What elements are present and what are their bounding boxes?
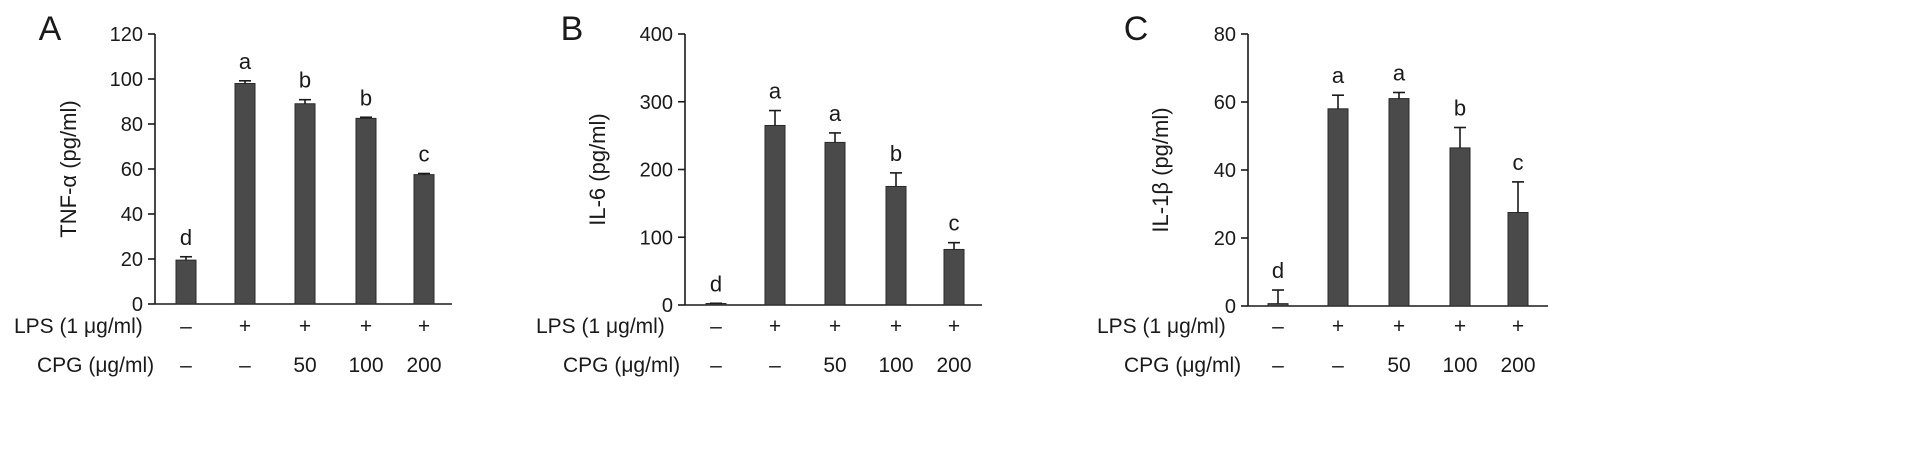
lps-row-label: LPS (1 μg/ml)	[14, 315, 143, 338]
significance-letter: c	[1513, 150, 1524, 175]
significance-letter: c	[419, 142, 430, 167]
y-tick-label: 100	[640, 227, 673, 249]
y-tick-label: 60	[121, 159, 143, 181]
lps-condition: +	[299, 315, 311, 338]
cpg-condition: –	[1272, 354, 1284, 377]
cpg-condition: 100	[1442, 354, 1477, 377]
y-tick-label: 200	[640, 160, 673, 182]
cpg-condition: 50	[293, 354, 316, 377]
cpg-condition: –	[710, 354, 722, 377]
lps-row-label: LPS (1 μg/ml)	[536, 315, 665, 338]
bar	[824, 141, 846, 306]
cpg-condition: 50	[823, 354, 846, 377]
lps-condition: +	[948, 315, 960, 338]
y-axis-label: TNF-α (pg/ml)	[56, 100, 81, 237]
y-tick-label: 60	[1214, 92, 1236, 114]
bar	[885, 185, 907, 306]
y-tick-label: 40	[121, 204, 143, 226]
y-tick-label: 400	[640, 24, 673, 46]
significance-letter: b	[299, 68, 311, 93]
y-tick-label: 20	[121, 249, 143, 271]
y-tick-label: 40	[1214, 160, 1236, 182]
y-tick-label: 80	[121, 114, 143, 136]
bar	[1327, 108, 1349, 307]
lps-condition: +	[890, 315, 902, 338]
significance-letter: d	[1272, 258, 1284, 283]
y-axis-label: IL-1β (pg/ml)	[1148, 107, 1173, 232]
cpg-condition: 50	[1387, 354, 1410, 377]
y-tick-label: 300	[640, 92, 673, 114]
bar	[1267, 303, 1289, 307]
significance-letter: c	[949, 211, 960, 236]
y-tick-label: 0	[132, 294, 143, 316]
lps-condition: –	[180, 315, 192, 338]
lps-condition: +	[418, 315, 430, 338]
cpg-row-label: CPG (μg/ml)	[563, 354, 680, 377]
y-tick-label: 120	[110, 24, 143, 46]
significance-letter: a	[829, 101, 842, 126]
cpg-row-label: CPG (μg/ml)	[37, 354, 154, 377]
bar	[413, 174, 435, 305]
significance-letter: d	[710, 271, 722, 296]
lps-condition: +	[1332, 315, 1344, 338]
y-tick-label: 100	[110, 69, 143, 91]
cpg-condition: –	[769, 354, 781, 377]
significance-letter: a	[239, 49, 252, 74]
significance-letter: b	[1454, 96, 1466, 121]
lps-condition: –	[710, 315, 722, 338]
lps-condition: +	[239, 315, 251, 338]
y-tick-label: 0	[662, 295, 673, 317]
panel-letter: B	[561, 10, 584, 48]
significance-letter: a	[769, 79, 782, 104]
y-axis-label: IL-6 (pg/ml)	[585, 113, 610, 225]
lps-condition: +	[1393, 315, 1405, 338]
lps-condition: +	[1454, 315, 1466, 338]
cpg-condition: –	[180, 354, 192, 377]
bar	[294, 103, 316, 305]
y-tick-label: 0	[1225, 296, 1236, 318]
chart-panel-a: A TNF-α (pg/ml) 0 20 40 60 80 100 120 d – – a + – b +50 b…	[14, 10, 452, 377]
bar	[175, 259, 197, 305]
lps-condition: +	[769, 315, 781, 338]
lps-condition: +	[1512, 315, 1524, 338]
panel-letter: C	[1124, 10, 1149, 48]
bar	[943, 248, 965, 306]
chart-panel-c: C IL-1β (pg/ml) 0 20 40 60 80 d – – a + – a +50 b +100 c +…	[1097, 10, 1548, 377]
cpg-row-label: CPG (μg/ml)	[1124, 354, 1241, 377]
lps-condition: –	[1272, 315, 1284, 338]
significance-letter: a	[1332, 63, 1345, 88]
significance-letter: b	[890, 141, 902, 166]
lps-condition: +	[360, 315, 372, 338]
bar	[1388, 98, 1410, 307]
bar	[1507, 212, 1529, 307]
chart-panel-b: B IL-6 (pg/ml) 0 100 200 300 400 d – – a + – a +50 b +10…	[536, 10, 982, 377]
cpg-condition: 200	[1500, 354, 1535, 377]
y-tick-label: 20	[1214, 228, 1236, 250]
lps-row-label: LPS (1 μg/ml)	[1097, 315, 1226, 338]
bar	[355, 117, 377, 305]
significance-letter: a	[1393, 60, 1406, 85]
cpg-condition: –	[239, 354, 251, 377]
y-tick-label: 80	[1214, 24, 1236, 46]
bar	[764, 124, 786, 306]
bar	[1449, 147, 1471, 307]
cpg-condition: 100	[878, 354, 913, 377]
cpg-condition: 100	[348, 354, 383, 377]
cpg-condition: –	[1332, 354, 1344, 377]
lps-condition: +	[829, 315, 841, 338]
cpg-condition: 200	[936, 354, 971, 377]
panel-letter: A	[39, 10, 62, 48]
significance-letter: b	[360, 85, 372, 110]
bar	[234, 83, 256, 305]
cpg-condition: 200	[406, 354, 441, 377]
significance-letter: d	[180, 225, 192, 250]
